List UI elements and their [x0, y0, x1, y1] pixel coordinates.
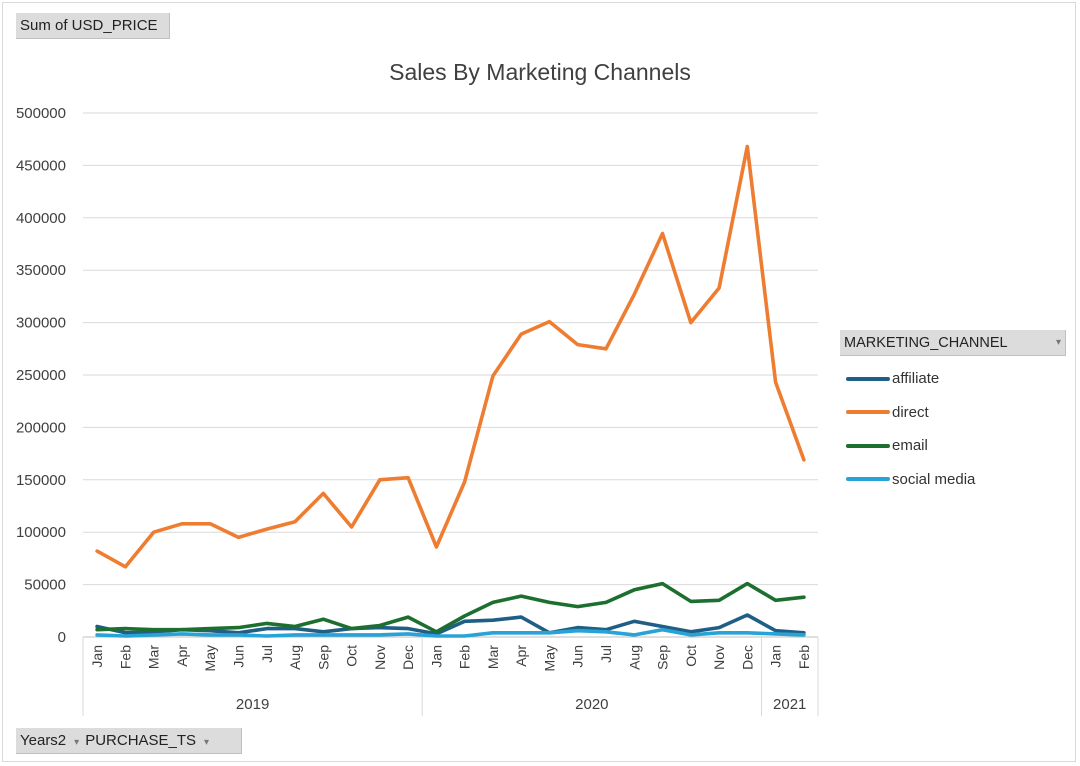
x-tick-label: Feb: [796, 645, 812, 669]
series-lines: [95, 144, 806, 638]
series-line-direct: [95, 144, 806, 569]
x-tick-label: Nov: [711, 645, 727, 670]
legend: affiliate direct email social media: [846, 362, 975, 496]
x-tick-label: Aug: [287, 645, 303, 670]
legend-field-label: MARKETING_CHANNEL: [844, 335, 1008, 351]
x-tick-label: Jun: [570, 645, 586, 668]
x-group-label: 2019: [236, 696, 269, 713]
series-line-affiliate: [95, 613, 806, 636]
legend-label: email: [892, 437, 928, 455]
series-line-social-media: [95, 627, 806, 638]
x-tick-label: Mar: [146, 645, 162, 669]
x-tick-label: May: [202, 645, 218, 671]
axis-field-years: Years2: [20, 732, 67, 749]
y-axis: 0 50000 100000 150000 200000 250000 300000 3500…: [16, 105, 66, 646]
legend-item: affiliate: [846, 362, 975, 396]
x-tick-label: Jan: [428, 645, 444, 668]
legend-swatch: [846, 443, 890, 448]
legend-label: social media: [892, 470, 976, 488]
x-tick-label: Jul: [598, 645, 614, 663]
x-tick-label: Feb: [117, 645, 133, 669]
x-tick-label: Oct: [344, 645, 360, 667]
series-line-email: [95, 581, 806, 634]
value-field-button[interactable]: Sum of USD_PRICE: [16, 13, 170, 39]
x-tick-label: Aug: [626, 645, 642, 670]
legend-swatch: [846, 410, 890, 415]
dropdown-icon: ▾: [1055, 337, 1061, 348]
legend-swatch: [846, 477, 890, 482]
x-tick-label: May: [541, 645, 557, 671]
legend-swatch: [846, 376, 890, 381]
y-tick-label: 300000: [16, 315, 66, 332]
x-tick-label: Feb: [457, 645, 473, 669]
chart-title: Sales By Marketing Channels: [389, 59, 691, 85]
x-group-label: 2020: [575, 696, 608, 713]
axis-field-purchase-ts: PURCHASE_TS: [85, 732, 197, 749]
y-tick-label: 450000: [16, 157, 66, 174]
x-tick-label: Sep: [655, 645, 671, 670]
y-tick-label: 150000: [16, 472, 66, 489]
x-tick-label: Nov: [372, 645, 388, 670]
x-tick-label: Apr: [513, 645, 529, 667]
dropdown-icon: ▾: [74, 737, 80, 748]
legend-item: direct: [846, 396, 975, 430]
y-tick-label: 500000: [16, 105, 66, 122]
x-tick-label: Jul: [259, 645, 275, 663]
axis-field-button[interactable]: Years2 ▾ PURCHASE_TS ▾: [16, 728, 242, 754]
x-tick-label: Jan: [89, 645, 105, 668]
gridlines: [83, 112, 818, 638]
x-axis: Jan Feb Mar Apr May Jun Jul Aug Sep Oct Nov Dec Jan F…: [82, 637, 819, 716]
value-field-label: Sum of USD_PRICE: [20, 17, 158, 34]
y-tick-label: 0: [58, 629, 66, 646]
legend-item: social media: [846, 463, 975, 497]
y-tick-label: 400000: [16, 210, 66, 227]
x-tick-label: Jun: [230, 645, 246, 668]
dropdown-icon: ▾: [204, 737, 210, 748]
y-tick-label: 100000: [16, 524, 66, 541]
legend-field-button[interactable]: MARKETING_CHANNEL ▾: [840, 330, 1066, 356]
x-group-label: 2021: [773, 696, 806, 713]
x-tick-label: Sep: [315, 645, 331, 670]
y-tick-label: 200000: [16, 419, 66, 436]
y-tick-label: 350000: [16, 262, 66, 279]
x-tick-label: Jan: [768, 645, 784, 668]
y-tick-label: 50000: [24, 577, 66, 594]
x-tick-label: Dec: [400, 645, 416, 670]
legend-label: affiliate: [892, 370, 940, 388]
x-tick-label: Dec: [739, 645, 755, 670]
x-tick-label: Mar: [485, 645, 501, 669]
legend-label: direct: [892, 403, 929, 421]
legend-item: email: [846, 429, 975, 463]
x-tick-label: Oct: [683, 645, 699, 667]
y-tick-label: 250000: [16, 367, 66, 384]
x-tick-label: Apr: [174, 645, 190, 667]
